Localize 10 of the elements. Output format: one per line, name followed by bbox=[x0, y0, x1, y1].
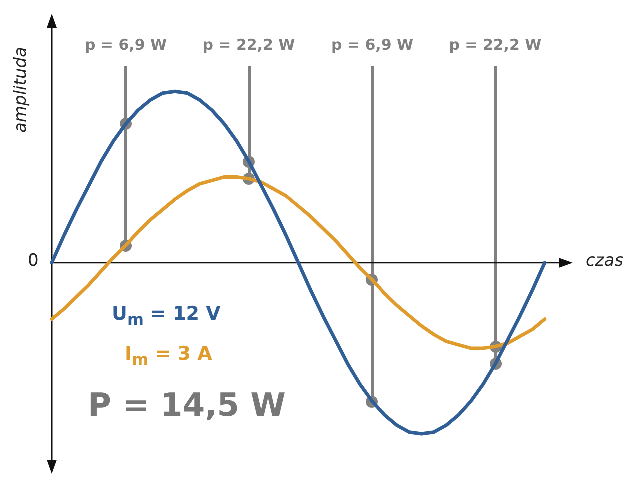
x-axis-title: czas bbox=[586, 251, 624, 271]
text: p = 22,2 W bbox=[202, 36, 296, 54]
text: p = 6,9 W bbox=[84, 36, 168, 54]
text: p = 6,9 W bbox=[331, 36, 414, 54]
text: 0 bbox=[28, 250, 39, 271]
text: p = 22,2 W bbox=[449, 36, 542, 54]
annotation: I$_{m}$ = 3 A bbox=[125, 343, 212, 369]
annotation: U$_{m}$ = 12 V bbox=[112, 303, 221, 329]
annotation: P = 14,5 W bbox=[88, 386, 286, 424]
y-axis-title: amplituda bbox=[10, 47, 31, 133]
